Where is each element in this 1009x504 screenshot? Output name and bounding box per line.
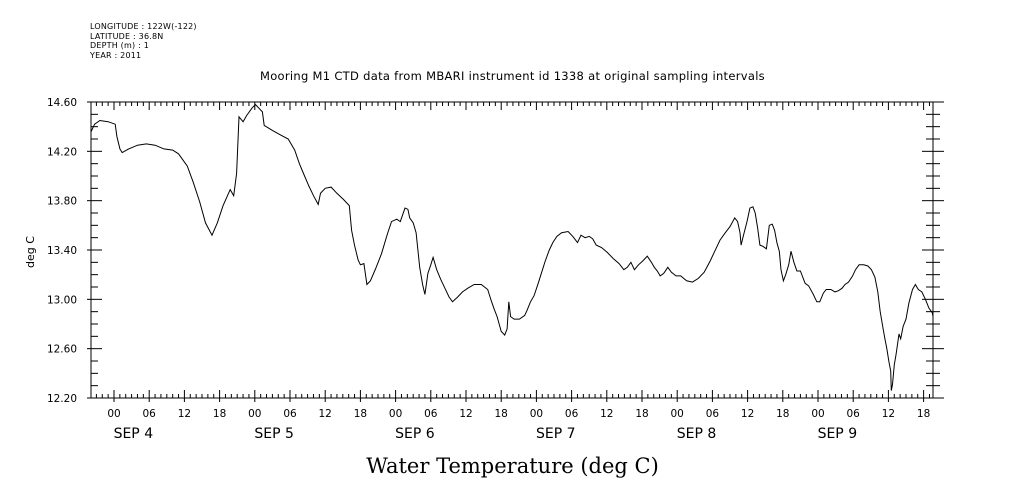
x-tick-label: 06	[143, 408, 157, 420]
x-tick-label: 00	[671, 408, 684, 420]
x-tick-label: 00	[530, 408, 543, 420]
y-tick-label: 13.80	[47, 196, 77, 208]
x-tick-label: 12	[600, 408, 613, 420]
x-tick-label: 06	[706, 408, 720, 420]
x-tick-label: 18	[213, 408, 226, 420]
y-tick-label: 13.00	[47, 294, 77, 306]
x-tick-label: 18	[917, 408, 930, 420]
x-tick-label: 00	[389, 408, 402, 420]
plot-frame	[90, 101, 934, 399]
x-tick-label: 00	[107, 408, 120, 420]
y-tick-label: 13.40	[47, 245, 77, 257]
y-tick-label: 14.20	[47, 146, 77, 158]
x-day-label: SEP 5	[254, 426, 294, 442]
x-tick-label: 00	[811, 408, 824, 420]
x-tick-label: 12	[882, 408, 895, 420]
depth-label: DEPTH (m) : 1	[90, 41, 149, 50]
axes-layer: 00 06 12 18 00 06 12 18 00 06 12 18 00 06 12 18 00 06 12 18…	[47, 97, 944, 442]
longitude-label: LONGITUDE : 122W(-122)	[90, 22, 197, 31]
x-day-label: SEP 9	[818, 426, 858, 442]
temperature-line	[90, 103, 934, 391]
x-tick-label: 18	[635, 408, 648, 420]
footer-title: Water Temperature (deg C)	[366, 454, 659, 478]
y-tick-label: 12.20	[47, 393, 77, 405]
x-day-label: SEP 6	[395, 426, 435, 442]
metadata-block: LONGITUDE : 122W(-122) LATITUDE : 36.8N …	[90, 22, 197, 60]
x-tick-label: 18	[776, 408, 789, 420]
x-tick-label: 12	[319, 408, 332, 420]
x-day-label: SEP 8	[677, 426, 717, 442]
x-tick-label: 00	[248, 408, 261, 420]
x-tick-label: 18	[354, 408, 367, 420]
y-axis-label: deg C	[24, 236, 37, 268]
x-day-label: SEP 7	[536, 426, 576, 442]
x-tick-label: 06	[424, 408, 438, 420]
y-tick-label: 12.60	[47, 344, 77, 356]
x-tick-label: 06	[283, 408, 297, 420]
x-tick-label: 06	[847, 408, 861, 420]
x-tick-label: 06	[565, 408, 579, 420]
x-tick-label: 12	[459, 408, 472, 420]
latitude-label: LATITUDE : 36.8N	[90, 31, 164, 41]
x-tick-label: 12	[178, 408, 191, 420]
x-day-label: SEP 4	[114, 426, 154, 442]
x-tick-label: 18	[495, 408, 508, 420]
year-label: YEAR : 2011	[90, 50, 142, 60]
x-tick-label: 12	[741, 408, 754, 420]
chart-title: Mooring M1 CTD data from MBARI instrumen…	[260, 69, 765, 83]
y-tick-label: 14.60	[47, 97, 77, 109]
